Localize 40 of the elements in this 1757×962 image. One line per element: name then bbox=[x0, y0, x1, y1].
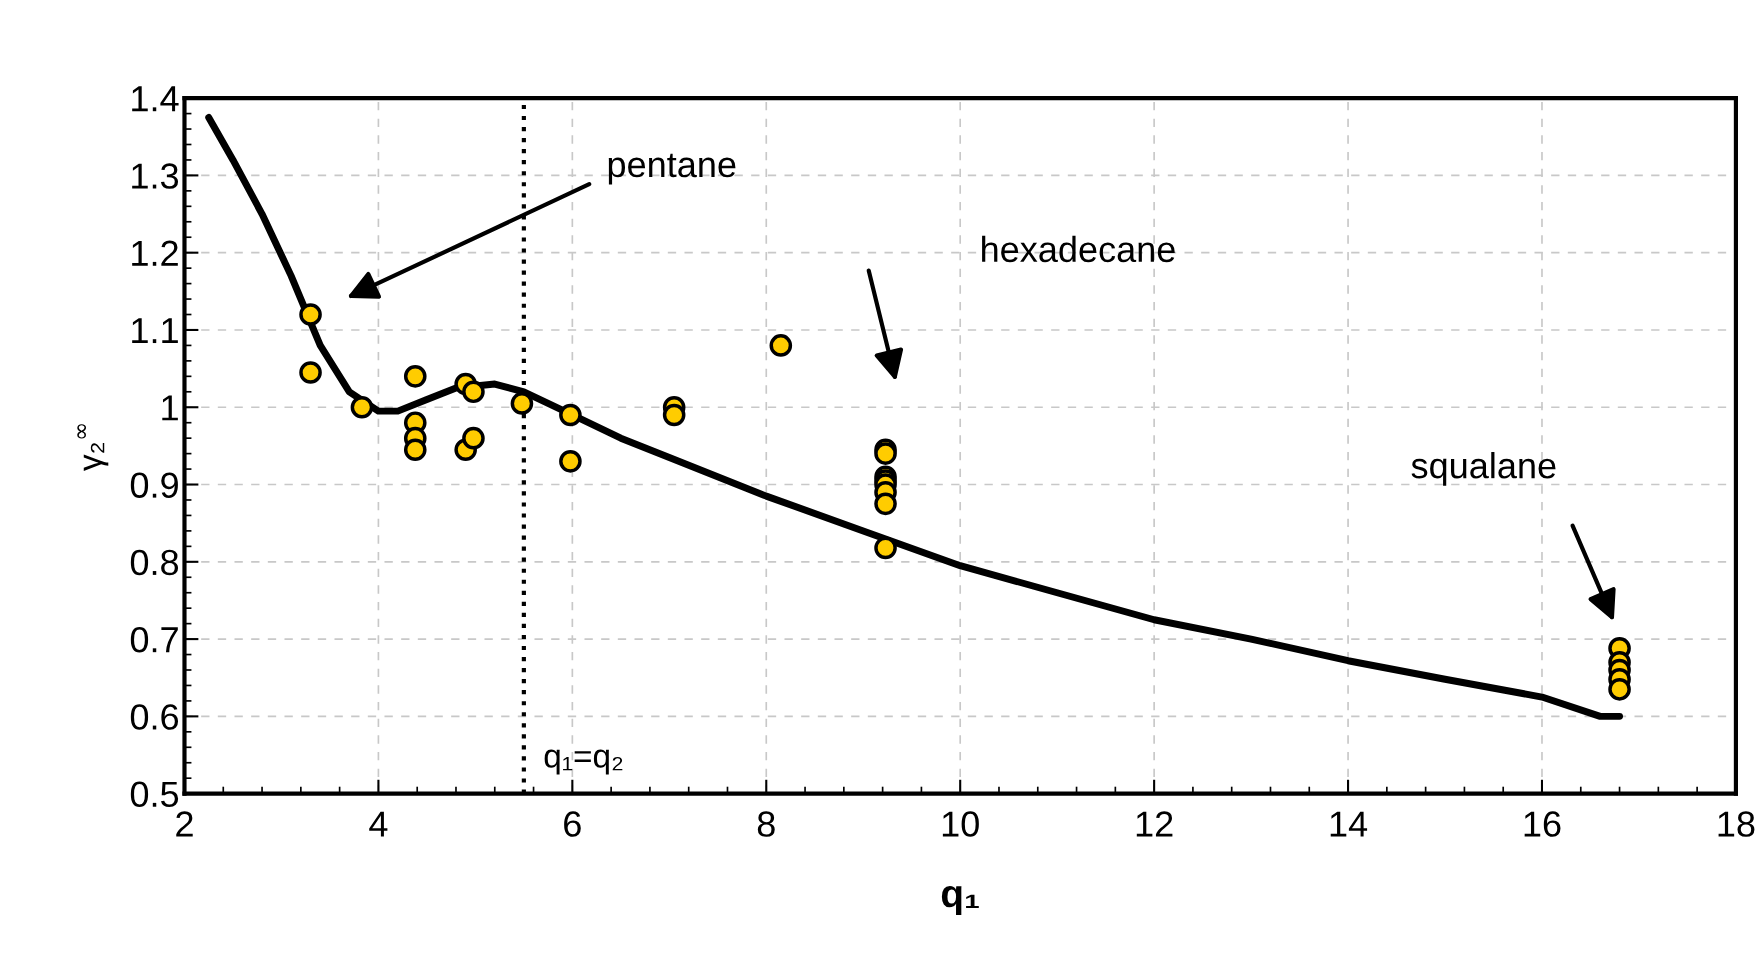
point bbox=[559, 450, 582, 473]
point bbox=[662, 403, 686, 427]
ref-line-label: q₁=q₂ bbox=[544, 749, 623, 775]
x-tick-label: 4 bbox=[369, 811, 388, 837]
point bbox=[350, 395, 374, 419]
x-axis-title: q₁ bbox=[941, 885, 979, 915]
x-tick-label: 16 bbox=[1524, 811, 1561, 837]
y-tick-label: 0.7 bbox=[130, 626, 178, 653]
point bbox=[299, 361, 322, 384]
point bbox=[403, 365, 427, 388]
point bbox=[299, 303, 322, 326]
annotation: pentane bbox=[608, 153, 736, 185]
point bbox=[769, 334, 793, 357]
y-tick-label: 1.2 bbox=[132, 240, 178, 266]
point bbox=[462, 380, 485, 404]
point bbox=[559, 403, 582, 427]
y-tick-label: 1.4 bbox=[132, 86, 179, 112]
point bbox=[874, 492, 897, 516]
x-tick-label: 12 bbox=[1136, 811, 1173, 837]
x-tick-label: 2 bbox=[176, 811, 193, 837]
x-tick-label: 14 bbox=[1330, 811, 1368, 837]
x-tick-label: 18 bbox=[1718, 811, 1755, 837]
y-tick-label: 0.8 bbox=[130, 549, 179, 576]
y-tick-label: 0.5 bbox=[130, 781, 179, 808]
y-tick-label: 1 bbox=[162, 395, 178, 421]
y-tick-label: 1.3 bbox=[132, 163, 179, 189]
y-axis-title: γ₂$^{∞}$ bbox=[77, 424, 109, 471]
x-tick-label: 6 bbox=[564, 811, 581, 837]
point bbox=[403, 438, 427, 462]
annotation: squalane bbox=[1411, 452, 1556, 486]
point bbox=[874, 536, 897, 560]
x-tick-label: 10 bbox=[942, 811, 979, 837]
annotation: hexadecane bbox=[982, 235, 1175, 263]
y-tick-label: 1.1 bbox=[132, 318, 178, 344]
point bbox=[462, 426, 485, 450]
y-tick-label: 0.9 bbox=[130, 472, 178, 498]
point bbox=[1608, 678, 1631, 701]
point bbox=[510, 392, 534, 415]
x-tick-label: 8 bbox=[757, 811, 775, 837]
y-tick-label: 0.6 bbox=[130, 704, 179, 730]
